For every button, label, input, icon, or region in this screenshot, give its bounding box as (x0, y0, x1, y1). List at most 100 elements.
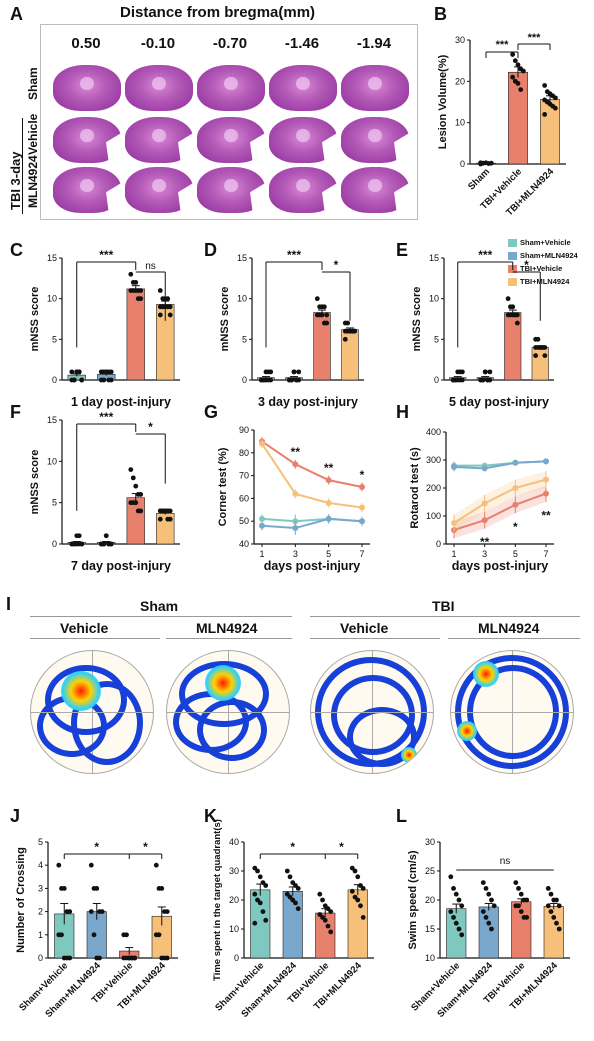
panel-letter-c: C (10, 240, 23, 260)
data-point (165, 296, 171, 302)
x-tick-label: 3 (293, 549, 298, 559)
data-point (56, 862, 62, 868)
sig-label: * (334, 258, 339, 272)
data-point (548, 909, 554, 914)
x-tick-label: 1 (259, 549, 264, 559)
data-point (103, 533, 109, 539)
data-point (59, 932, 64, 938)
y-tick-label: 80 (239, 448, 249, 458)
data-point (69, 369, 75, 375)
y-tick-label: 20 (455, 76, 465, 86)
data-point (133, 288, 139, 293)
y-tick-label: 10 (425, 953, 435, 963)
data-point (133, 483, 139, 489)
data-point (459, 932, 465, 938)
data-point (481, 465, 488, 472)
data-point (314, 296, 320, 302)
data-point (551, 915, 557, 920)
sig-label: *** (99, 248, 113, 262)
data-point (108, 377, 114, 383)
data-point (261, 377, 267, 383)
data-point (359, 504, 365, 511)
y-tick-label: 5 (52, 334, 57, 344)
data-point (483, 886, 489, 891)
sig-label: * (143, 840, 148, 854)
data-point (252, 920, 258, 926)
panel-letter-e: E (396, 240, 409, 260)
data-point (71, 377, 77, 383)
y-tick-label: 20 (229, 895, 239, 905)
y-tick-label: 0 (234, 953, 239, 963)
data-point (164, 909, 170, 914)
data-point (324, 312, 330, 318)
data-point (359, 484, 365, 490)
data-point (295, 886, 301, 891)
data-point (533, 353, 539, 358)
data-point (106, 369, 112, 375)
data-point (132, 955, 138, 961)
data-point (320, 897, 325, 903)
data-point (548, 891, 554, 897)
data-point (545, 903, 551, 909)
series-line (261, 443, 363, 509)
series-line (261, 517, 363, 530)
data-point (138, 296, 144, 302)
y-tick-label: 10 (455, 118, 465, 128)
data-point (287, 874, 293, 880)
data-point (133, 280, 139, 285)
group-header-tbi: TBI (432, 598, 455, 614)
data-point (358, 903, 363, 909)
data-point (518, 87, 524, 92)
sig-label: * (513, 520, 518, 534)
legend-label: Sham+Vehicle (520, 238, 571, 247)
bar (531, 347, 549, 381)
data-point (296, 369, 302, 375)
swim-heatmap-tbi-vehicle (310, 650, 434, 774)
data-point (319, 312, 325, 318)
data-point (512, 501, 519, 508)
dose-label: 0.50 (71, 35, 101, 52)
y-tick-label: 100 (426, 511, 441, 521)
y-axis-label: Number of Crossing (15, 847, 27, 953)
data-point (545, 886, 551, 891)
hotspot (401, 747, 417, 763)
data-point (328, 929, 334, 935)
data-point (296, 377, 302, 383)
swim-trail (347, 707, 417, 767)
y-axis-label: mNSS score (411, 287, 423, 352)
y-tick-label: 70 (239, 471, 249, 481)
y-tick-label: 30 (455, 35, 465, 45)
series-line (261, 440, 363, 488)
data-point (456, 926, 462, 932)
data-point (535, 336, 541, 342)
y-tick-label: 60 (239, 493, 249, 503)
data-point (71, 541, 77, 547)
x-tick-label: 7 (543, 549, 548, 559)
y-tick-label: 10 (47, 294, 57, 304)
sig-label: * (339, 840, 344, 854)
data-point (360, 886, 366, 891)
data-point (268, 369, 274, 375)
data-point (542, 353, 548, 358)
y-axis-label: Time spent in the target quadrant(s) (212, 819, 223, 981)
y-tick-label: 90 (239, 425, 249, 435)
group-rule (30, 616, 292, 617)
data-point (459, 369, 465, 375)
data-point (291, 369, 297, 375)
data-point (138, 492, 144, 497)
x-axis-label: 7 day post-injury (71, 559, 171, 573)
bar (508, 71, 528, 165)
sig-label: * (290, 840, 295, 854)
data-point (164, 955, 170, 961)
data-point (556, 903, 562, 909)
y-tick-label: 0 (434, 375, 439, 385)
data-point (482, 369, 488, 375)
data-point (543, 476, 549, 483)
data-point (342, 336, 348, 342)
bar (543, 906, 564, 959)
data-point (349, 888, 355, 894)
data-point (61, 886, 67, 891)
data-point (128, 271, 134, 277)
data-point (487, 369, 493, 375)
data-point (98, 369, 104, 375)
